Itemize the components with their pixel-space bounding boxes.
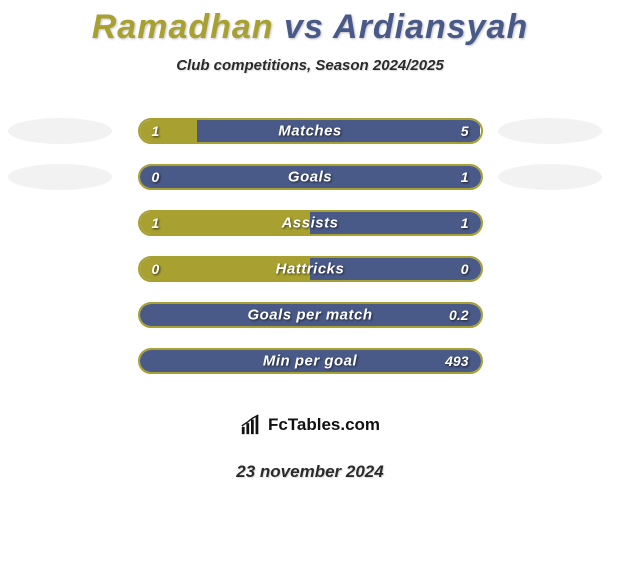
chart-icon — [240, 414, 262, 436]
stat-value-right: 0 — [461, 261, 469, 277]
comparison-title: Ramadhan vs Ardiansyah — [0, 0, 620, 47]
stat-label: Matches — [278, 123, 342, 140]
stat-value-left: 0 — [152, 261, 160, 277]
stats-container: Matches15Goals01Assists11Hattricks00Goal… — [0, 108, 620, 384]
stat-value-right: 0.2 — [449, 307, 468, 323]
date-text: 23 november 2024 — [0, 462, 620, 482]
stat-label: Goals per match — [247, 307, 372, 324]
stat-label: Min per goal — [263, 353, 357, 370]
stat-row: Min per goal 493 — [0, 338, 620, 384]
stat-bar: Min per goal 493 — [138, 348, 483, 374]
stat-value-left: 1 — [152, 123, 160, 139]
stat-bar: Assists 1 1 — [138, 210, 483, 236]
stat-row: Hattricks 0 0 — [0, 246, 620, 292]
stat-bar: Matches 1 5 — [138, 118, 483, 144]
stat-value-right: 493 — [445, 353, 468, 369]
stat-label: Assists — [282, 215, 339, 232]
watermark-badge: FcTables.com — [210, 402, 410, 448]
player1-name: Ramadhan — [92, 8, 274, 46]
stat-value-left: 1 — [152, 215, 160, 231]
stat-row: Goals per match 0.2 — [0, 292, 620, 338]
player2-blob — [498, 164, 602, 190]
stat-value-right: 1 — [461, 215, 469, 231]
stat-value-right: 1 — [461, 169, 469, 185]
bar-left-fill — [140, 120, 198, 142]
stat-label: Goals — [288, 169, 332, 186]
stat-bar: Goals 0 1 — [138, 164, 483, 190]
stat-bar: Hattricks 0 0 — [138, 256, 483, 282]
stat-row: Goals 0 1 — [0, 154, 620, 200]
stat-bar: Goals per match 0.2 — [138, 302, 483, 328]
player2-name: Ardiansyah — [333, 8, 528, 46]
player1-blob — [8, 164, 112, 190]
player1-blob — [8, 118, 112, 144]
stat-row: Assists 1 1 — [0, 200, 620, 246]
stat-label: Hattricks — [276, 261, 345, 278]
stat-value-left: 0 — [152, 169, 160, 185]
watermark-text: FcTables.com — [268, 415, 380, 435]
stat-value-right: 5 — [461, 123, 469, 139]
subtitle: Club competitions, Season 2024/2025 — [0, 57, 620, 74]
stat-row: Matches 1 5 — [0, 108, 620, 154]
player2-blob — [498, 118, 602, 144]
vs-text: vs — [284, 8, 324, 46]
